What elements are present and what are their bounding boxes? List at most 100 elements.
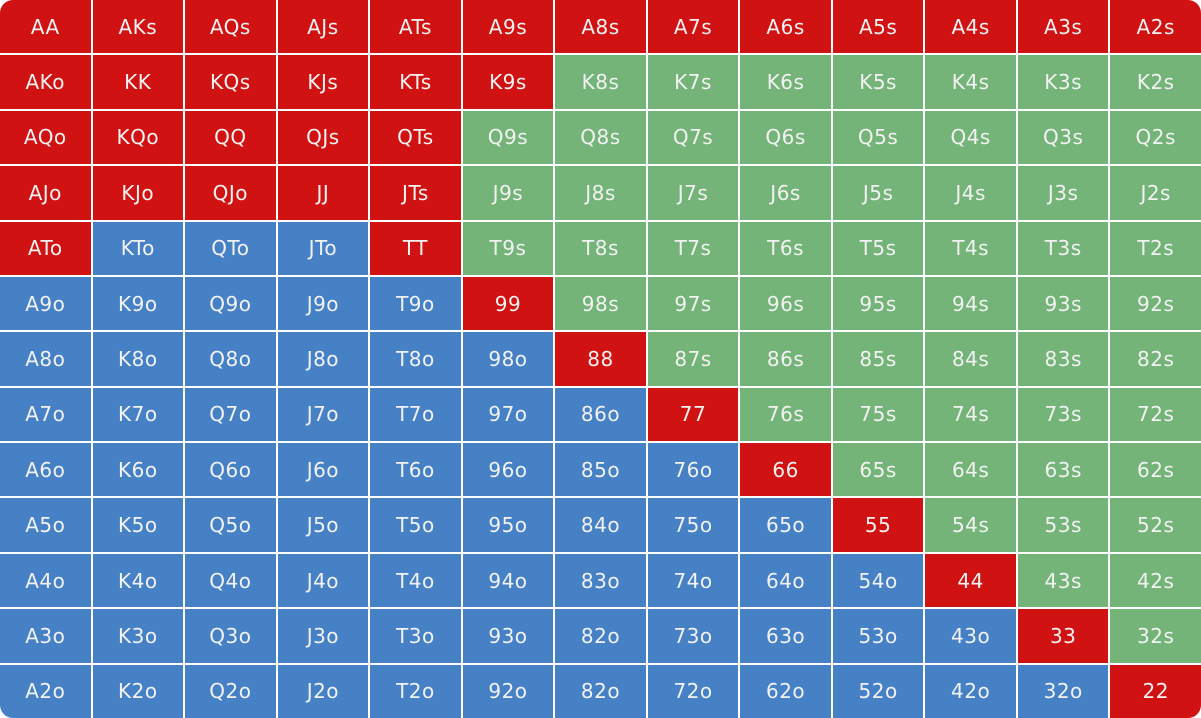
hand-cell-73o[interactable]: 73o [647,609,739,663]
hand-cell-42s[interactable]: 42s [1110,553,1201,608]
hand-cell-T7o[interactable]: T7o [370,387,461,442]
hand-cell-T5s[interactable]: T5s [832,221,924,275]
hand-cell-T4s[interactable]: T4s [925,221,1016,275]
hand-cell-Q8o[interactable]: Q8o [185,332,276,386]
hand-cell-92o[interactable]: 92o [462,664,554,718]
hand-cell-ATo[interactable]: ATo [0,221,91,275]
hand-cell-97s[interactable]: 97s [647,276,739,331]
hand-cell-JTs[interactable]: JTs [370,166,461,220]
hand-cell-Q9s[interactable]: Q9s [462,110,554,165]
hand-cell-A3o[interactable]: A3o [0,609,91,663]
hand-cell-KQo[interactable]: KQo [92,110,184,165]
hand-cell-93s[interactable]: 93s [1017,276,1109,331]
hand-cell-72s[interactable]: 72s [1110,387,1201,442]
hand-cell-J3o[interactable]: J3o [277,609,369,663]
hand-cell-K5o[interactable]: K5o [92,498,184,552]
hand-cell-A9s[interactable]: A9s [462,0,554,54]
hand-cell-63s[interactable]: 63s [1017,443,1109,497]
hand-cell-85s[interactable]: 85s [832,332,924,386]
hand-cell-Q8s[interactable]: Q8s [555,110,646,165]
hand-cell-J9o[interactable]: J9o [277,276,369,331]
hand-cell-64o[interactable]: 64o [740,553,831,608]
hand-cell-T8o[interactable]: T8o [370,332,461,386]
hand-cell-A4s[interactable]: A4s [925,0,1016,54]
hand-cell-42o[interactable]: 42o [925,664,1016,718]
hand-cell-Q6s[interactable]: Q6s [740,110,831,165]
hand-cell-A6o[interactable]: A6o [0,443,91,497]
hand-cell-T3s[interactable]: T3s [1017,221,1109,275]
hand-cell-QJo[interactable]: QJo [185,166,276,220]
hand-cell-66[interactable]: 66 [740,443,831,497]
hand-cell-95o[interactable]: 95o [462,498,554,552]
hand-cell-86s[interactable]: 86s [740,332,831,386]
hand-cell-44[interactable]: 44 [925,553,1016,608]
hand-cell-T9s[interactable]: T9s [462,221,554,275]
hand-cell-82o[interactable]: 82o [555,664,646,718]
hand-cell-AKo[interactable]: AKo [0,55,91,109]
hand-cell-Q5s[interactable]: Q5s [832,110,924,165]
hand-cell-65o[interactable]: 65o [740,498,831,552]
hand-cell-95s[interactable]: 95s [832,276,924,331]
hand-cell-A4o[interactable]: A4o [0,553,91,608]
hand-cell-Q7s[interactable]: Q7s [647,110,739,165]
hand-cell-92s[interactable]: 92s [1110,276,1201,331]
hand-cell-J8s[interactable]: J8s [555,166,646,220]
hand-cell-88[interactable]: 88 [555,332,646,386]
hand-cell-A5o[interactable]: A5o [0,498,91,552]
hand-cell-K6o[interactable]: K6o [92,443,184,497]
hand-cell-Q4s[interactable]: Q4s [925,110,1016,165]
hand-cell-QTs[interactable]: QTs [370,110,461,165]
hand-cell-KJs[interactable]: KJs [277,55,369,109]
hand-cell-87s[interactable]: 87s [647,332,739,386]
hand-cell-T3o[interactable]: T3o [370,609,461,663]
hand-cell-AJo[interactable]: AJo [0,166,91,220]
hand-cell-Q3o[interactable]: Q3o [185,609,276,663]
hand-cell-A7o[interactable]: A7o [0,387,91,442]
hand-cell-T6o[interactable]: T6o [370,443,461,497]
hand-cell-55[interactable]: 55 [832,498,924,552]
hand-cell-J6s[interactable]: J6s [740,166,831,220]
hand-cell-A9o[interactable]: A9o [0,276,91,331]
hand-cell-85o[interactable]: 85o [555,443,646,497]
hand-cell-T6s[interactable]: T6s [740,221,831,275]
hand-cell-KJo[interactable]: KJo [92,166,184,220]
hand-cell-J8o[interactable]: J8o [277,332,369,386]
hand-cell-52o[interactable]: 52o [832,664,924,718]
hand-cell-32s[interactable]: 32s [1110,609,1201,663]
hand-cell-52s[interactable]: 52s [1110,498,1201,552]
hand-cell-96o[interactable]: 96o [462,443,554,497]
hand-cell-A7s[interactable]: A7s [647,0,739,54]
hand-cell-Q2o[interactable]: Q2o [185,664,276,718]
hand-cell-T5o[interactable]: T5o [370,498,461,552]
hand-cell-K4s[interactable]: K4s [925,55,1016,109]
hand-cell-86o[interactable]: 86o [555,387,646,442]
hand-cell-K2s[interactable]: K2s [1110,55,1201,109]
hand-cell-J4o[interactable]: J4o [277,553,369,608]
hand-cell-T9o[interactable]: T9o [370,276,461,331]
hand-cell-K8s[interactable]: K8s [555,55,646,109]
hand-cell-JTo[interactable]: JTo [277,221,369,275]
hand-cell-K8o[interactable]: K8o [92,332,184,386]
hand-cell-K5s[interactable]: K5s [832,55,924,109]
hand-cell-K3o[interactable]: K3o [92,609,184,663]
hand-cell-72o[interactable]: 72o [647,664,739,718]
hand-cell-74s[interactable]: 74s [925,387,1016,442]
hand-cell-K3s[interactable]: K3s [1017,55,1109,109]
hand-cell-J9s[interactable]: J9s [462,166,554,220]
hand-cell-62o[interactable]: 62o [740,664,831,718]
hand-cell-96s[interactable]: 96s [740,276,831,331]
hand-cell-K4o[interactable]: K4o [92,553,184,608]
hand-cell-75s[interactable]: 75s [832,387,924,442]
hand-cell-K6s[interactable]: K6s [740,55,831,109]
hand-cell-J7s[interactable]: J7s [647,166,739,220]
hand-cell-33[interactable]: 33 [1017,609,1109,663]
hand-cell-84o[interactable]: 84o [555,498,646,552]
hand-cell-J5s[interactable]: J5s [832,166,924,220]
hand-cell-99[interactable]: 99 [462,276,554,331]
hand-cell-QQ[interactable]: QQ [185,110,276,165]
hand-cell-J2s[interactable]: J2s [1110,166,1201,220]
hand-cell-T8s[interactable]: T8s [555,221,646,275]
hand-cell-K2o[interactable]: K2o [92,664,184,718]
hand-cell-A5s[interactable]: A5s [832,0,924,54]
hand-cell-Q2s[interactable]: Q2s [1110,110,1201,165]
